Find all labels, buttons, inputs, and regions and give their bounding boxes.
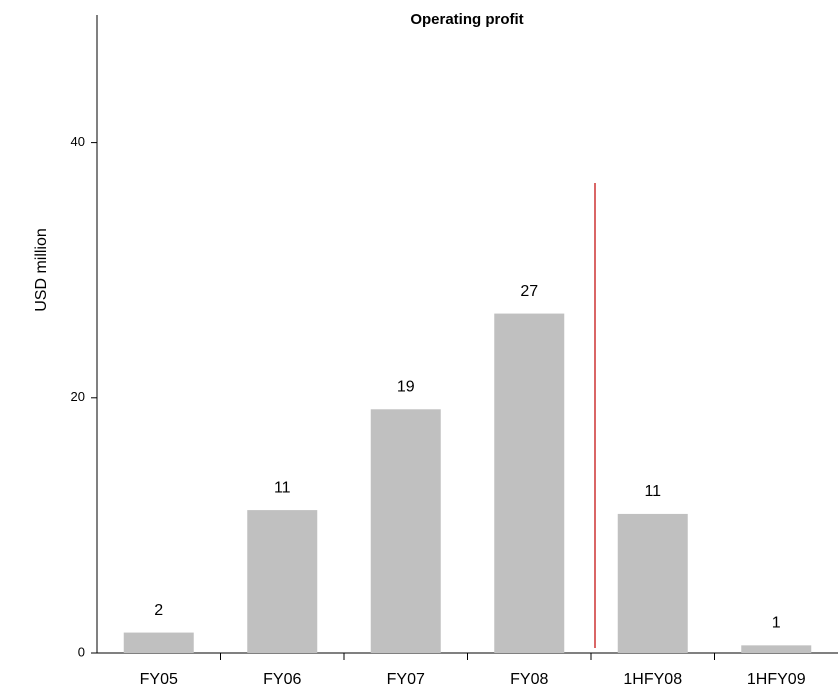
x-tick-label: FY08 (510, 671, 548, 688)
chart-title: Operating profit (410, 11, 523, 28)
data-label: 19 (397, 379, 415, 396)
bar (494, 313, 565, 653)
bar (123, 632, 194, 653)
data-label: 1 (772, 615, 781, 632)
y-axis-label: USD million (33, 228, 50, 312)
y-tick-label: 40 (71, 134, 85, 149)
y-tick-label: 20 (71, 389, 85, 404)
y-tick-label: 0 (78, 644, 85, 659)
data-label: 2 (154, 602, 163, 619)
x-tick-label: 1HFY09 (747, 671, 806, 688)
bar (247, 510, 318, 653)
x-tick-label: FY07 (387, 671, 425, 688)
data-label: 27 (520, 283, 538, 300)
x-tick-label: FY06 (263, 671, 301, 688)
x-tick-label: FY05 (140, 671, 178, 688)
data-label: 11 (274, 479, 291, 496)
bar (370, 409, 441, 653)
bar (741, 645, 812, 653)
data-label: 11 (644, 483, 661, 500)
bar (617, 513, 688, 653)
x-tick-label: 1HFY08 (623, 671, 682, 688)
